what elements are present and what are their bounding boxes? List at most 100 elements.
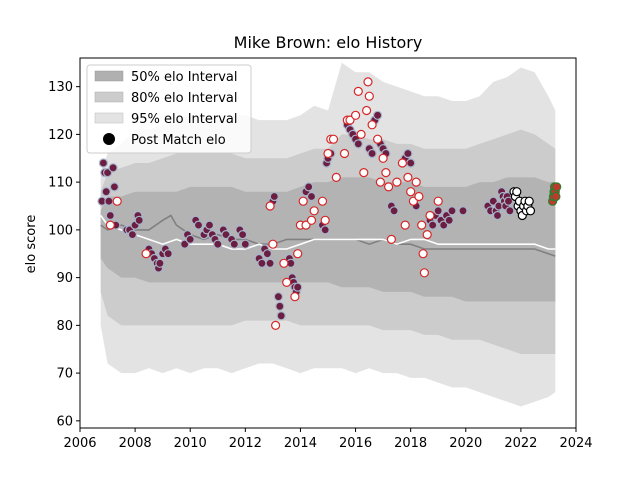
- data-point: [317, 196, 328, 206]
- data-point: [359, 168, 369, 178]
- x-tick-label: 2006: [63, 436, 96, 451]
- plot-frame: [79, 57, 577, 429]
- y-tick-label: 90: [56, 271, 73, 286]
- data-point: [240, 239, 250, 249]
- x-tick-label: 2016: [339, 436, 372, 451]
- data-point: [492, 210, 503, 221]
- data-point: [418, 249, 428, 259]
- data-point: [444, 215, 454, 225]
- data-point: [406, 187, 416, 197]
- data-point: [524, 196, 534, 206]
- data-point: [328, 134, 339, 144]
- data-point: [503, 196, 514, 206]
- data-point: [323, 148, 333, 159]
- data-point: [104, 196, 114, 206]
- legend-label-50: 50% elo Interval: [131, 70, 238, 85]
- data-point: [356, 129, 366, 139]
- data-point: [108, 163, 118, 173]
- data-point: [320, 215, 330, 225]
- data-point: [384, 182, 394, 192]
- data-point: [112, 196, 122, 206]
- x-tick-label: 2020: [449, 436, 482, 451]
- data-point: [512, 187, 522, 197]
- x-axis-ticks: 2006 2008 2010 2012 2014 2016 2018 2020 2022 2024: [63, 428, 593, 451]
- data-point: [422, 230, 432, 240]
- data-point: [309, 206, 319, 216]
- post-match-points: [97, 77, 562, 330]
- data-point: [378, 153, 388, 163]
- data-point: [373, 134, 383, 144]
- data-point: [403, 172, 413, 182]
- data-point: [381, 168, 391, 178]
- data-point: [386, 234, 396, 244]
- legend-swatch-50: [94, 70, 124, 82]
- data-point: [298, 196, 308, 206]
- data-point: [389, 206, 399, 216]
- data-point: [293, 282, 303, 292]
- y-tick-label: 130: [48, 80, 73, 95]
- data-point: [213, 239, 223, 249]
- data-point: [141, 249, 151, 259]
- data-point: [238, 230, 248, 240]
- legend-box: [86, 64, 252, 154]
- data-point: [458, 206, 468, 216]
- data-point: [353, 86, 363, 97]
- data-point: [155, 258, 165, 268]
- data-point: [265, 201, 275, 211]
- legend-marker-post-match: [103, 133, 115, 145]
- y-tick-label: 70: [56, 367, 73, 382]
- legend-label-post-match: Post Match elo: [131, 133, 226, 148]
- data-point: [551, 191, 561, 202]
- data-point: [109, 182, 120, 192]
- data-point: [363, 77, 373, 87]
- x-tick-label: 2008: [119, 436, 152, 451]
- data-point: [105, 210, 115, 221]
- chart-title: Mike Brown: elo History: [234, 33, 423, 52]
- legend-swatch-80: [94, 91, 124, 103]
- data-point: [414, 191, 424, 202]
- x-tick-label: 2014: [284, 436, 317, 451]
- data-point: [105, 220, 115, 230]
- data-point: [406, 158, 416, 168]
- y-tick-label: 60: [56, 414, 73, 429]
- data-point: [271, 320, 281, 330]
- data-point: [428, 220, 438, 230]
- data-point: [373, 110, 383, 120]
- data-point: [290, 292, 300, 302]
- data-point: [163, 249, 173, 259]
- data-point: [375, 177, 385, 187]
- data-point: [265, 258, 275, 268]
- data-point: [262, 249, 272, 259]
- data-point: [229, 239, 239, 249]
- legend: 50% elo Interval 80% elo Interval 95% el…: [86, 64, 252, 154]
- y-tick-label: 120: [48, 128, 73, 143]
- data-point: [101, 187, 111, 197]
- data-point: [306, 191, 317, 202]
- data-point: [433, 206, 443, 216]
- data-point: [268, 239, 278, 249]
- y-tick-label: 80: [56, 319, 73, 334]
- data-point: [273, 292, 283, 302]
- data-point: [367, 148, 377, 159]
- data-point: [417, 220, 427, 230]
- data-point: [275, 301, 285, 311]
- data-point: [447, 206, 457, 216]
- data-point: [127, 230, 137, 240]
- x-tick-label: 2024: [559, 436, 592, 451]
- data-point: [98, 158, 109, 168]
- data-point: [204, 220, 215, 230]
- data-point: [320, 225, 330, 235]
- data-point: [339, 148, 350, 159]
- data-point: [276, 311, 286, 321]
- data-point: [279, 258, 289, 268]
- data-point: [367, 120, 377, 130]
- data-point: [397, 158, 407, 168]
- data-point: [293, 249, 303, 259]
- data-point: [392, 177, 402, 187]
- data-point: [425, 210, 435, 221]
- data-point: [362, 105, 372, 116]
- data-point: [433, 196, 443, 206]
- data-point: [525, 206, 536, 216]
- data-point: [419, 268, 429, 278]
